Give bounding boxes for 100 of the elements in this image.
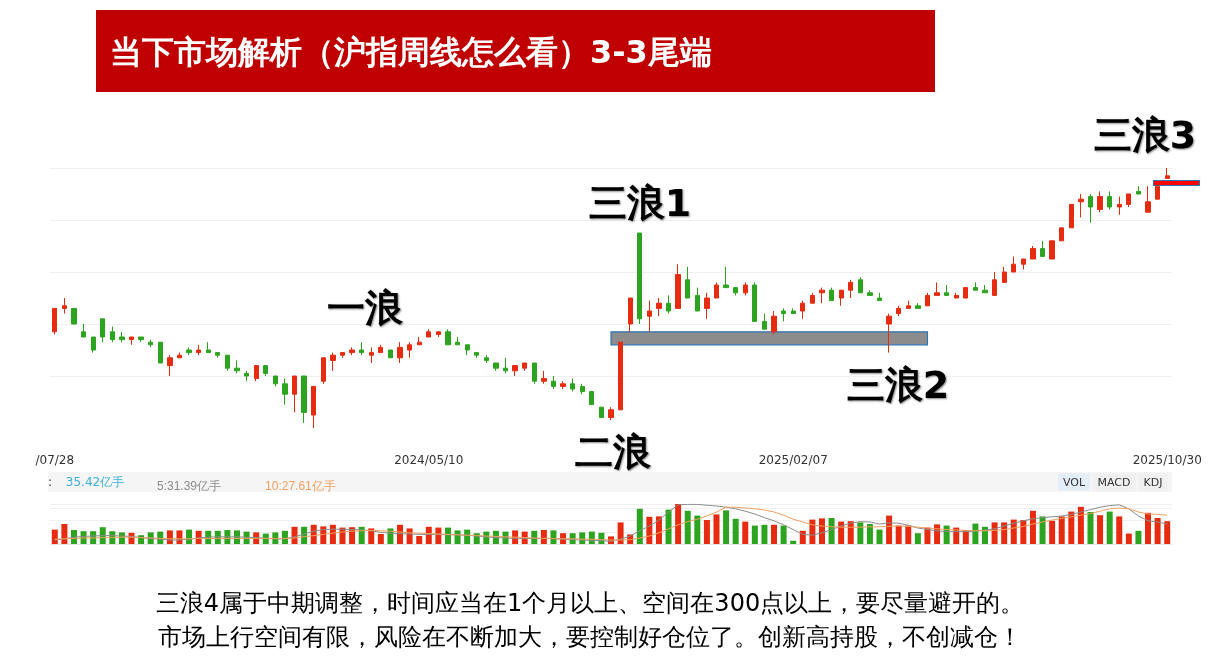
bar	[636, 508, 643, 544]
candlestick	[714, 281, 719, 299]
candlestick	[81, 323, 86, 338]
text: 10:27.61亿手	[265, 479, 336, 493]
bar	[272, 532, 279, 544]
candlestick	[292, 375, 297, 413]
candlestick	[1059, 227, 1064, 242]
bar	[444, 527, 451, 544]
candlestick	[340, 352, 345, 359]
candlestick	[532, 362, 537, 385]
text: 5:31.39亿手	[157, 479, 222, 493]
candlestick	[110, 326, 115, 343]
candlestick	[254, 365, 259, 382]
candlestick	[1049, 240, 1055, 260]
candlestick	[877, 292, 882, 302]
text: 二浪	[575, 428, 651, 476]
candlestick	[589, 391, 594, 406]
candlestick	[992, 271, 997, 296]
bar	[703, 520, 710, 544]
candlestick	[206, 341, 211, 354]
annotation: 三浪1	[588, 179, 692, 227]
candlestick	[388, 349, 393, 359]
candlestick	[954, 292, 959, 299]
candlestick	[263, 365, 268, 377]
candlestick	[675, 263, 681, 309]
candlestick	[445, 328, 451, 346]
candlestick	[733, 287, 738, 296]
candlestick	[848, 279, 853, 299]
tab-button[interactable]: MACD	[1092, 473, 1136, 491]
candlestick	[580, 383, 585, 395]
candlestick	[560, 380, 566, 390]
candlestick	[465, 344, 470, 356]
candlestick	[225, 354, 230, 372]
bar	[1058, 516, 1065, 544]
bar	[61, 524, 68, 544]
bar	[1049, 520, 1056, 544]
candlestick	[359, 341, 364, 356]
bar	[751, 525, 758, 544]
candlestick	[378, 344, 383, 354]
candlestick	[810, 292, 815, 304]
bar	[675, 504, 682, 544]
text: 三浪3	[1093, 111, 1197, 159]
annotation: 一浪	[327, 284, 403, 332]
candlestick	[982, 284, 988, 294]
candlestick	[167, 354, 173, 377]
candlestick	[311, 385, 316, 429]
candlestick	[129, 336, 134, 346]
bar	[866, 524, 873, 544]
bar	[377, 534, 384, 544]
candlestick	[397, 341, 403, 364]
candlestick	[570, 378, 575, 393]
candlestick	[119, 331, 125, 343]
candlestick	[512, 365, 518, 377]
candlestick	[426, 328, 431, 338]
candlestick	[867, 289, 873, 296]
candlestick	[244, 370, 249, 382]
candlestick	[177, 352, 182, 359]
candlestick	[599, 406, 604, 419]
candlestick	[158, 341, 163, 364]
candlestick	[417, 336, 422, 346]
bar	[550, 530, 557, 544]
tab-button[interactable]: VOL	[1057, 473, 1091, 491]
candlestick	[138, 336, 144, 343]
candlestick	[330, 352, 336, 372]
candlestick	[1136, 185, 1141, 195]
bar	[368, 528, 375, 544]
bar	[454, 530, 461, 544]
candlestick	[685, 266, 690, 299]
candlestick	[1069, 203, 1074, 229]
bar	[857, 522, 864, 544]
candlestick	[301, 375, 307, 424]
candlestick	[407, 341, 412, 359]
candlestick	[436, 331, 441, 338]
text: 35.42亿手	[65, 473, 125, 491]
candlestick	[762, 313, 767, 330]
candlestick	[1011, 255, 1016, 273]
tab-button[interactable]: KDJ	[1138, 473, 1168, 491]
x-tick-label: 2024/05/10	[394, 453, 464, 467]
candlestick	[503, 357, 508, 374]
bar	[771, 524, 778, 544]
bar	[1087, 512, 1094, 544]
bar	[1135, 530, 1142, 544]
bar	[780, 525, 787, 544]
candlestick	[656, 297, 662, 317]
bar	[790, 540, 797, 544]
bar	[1001, 522, 1008, 544]
candlestick	[100, 318, 105, 343]
candlestick	[839, 289, 844, 307]
candlestick	[349, 346, 355, 356]
candlestick	[215, 352, 220, 359]
bar	[914, 533, 921, 544]
text: :	[47, 475, 53, 489]
bar	[1116, 516, 1123, 544]
candlestick	[934, 281, 940, 296]
chart-title: 当下市场解析（沪指周线怎么看）3-3尾端	[110, 32, 712, 73]
annotation: 三浪2	[846, 361, 950, 409]
x-tick-label: 2025/10/30	[1132, 453, 1202, 467]
bar	[1097, 515, 1104, 544]
candlestick	[1107, 190, 1112, 211]
candlestick	[1088, 193, 1093, 224]
